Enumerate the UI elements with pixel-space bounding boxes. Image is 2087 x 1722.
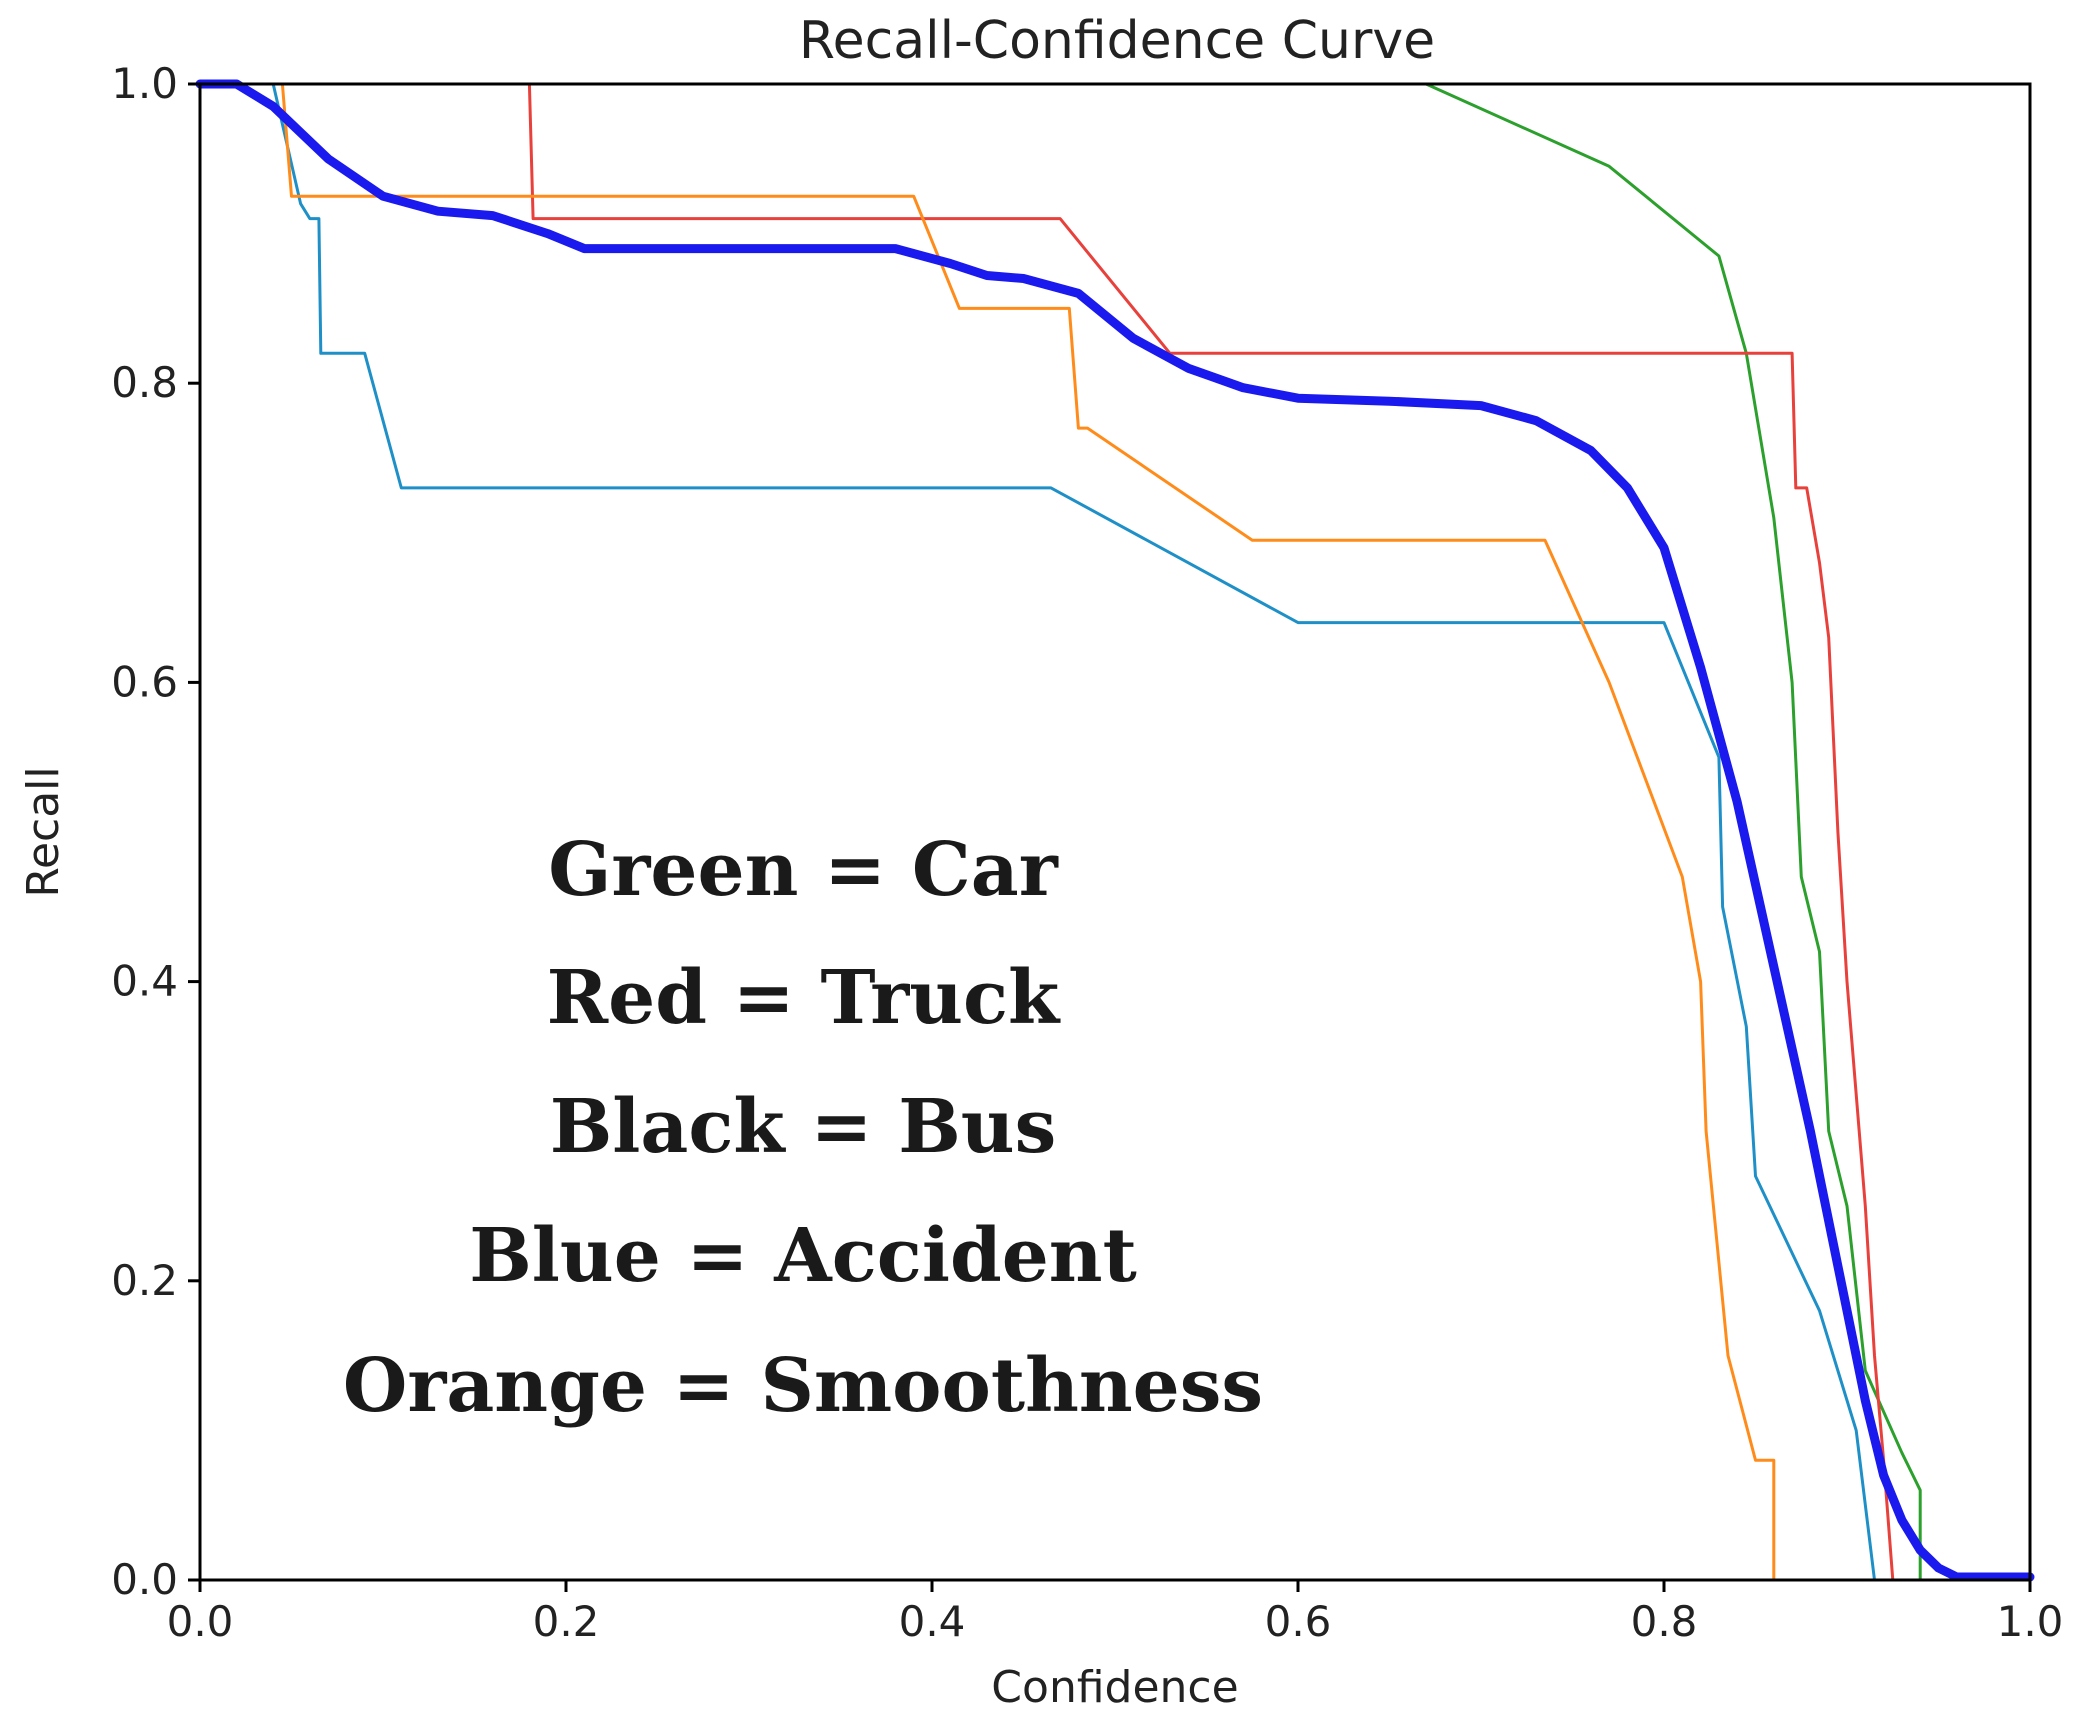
y-tick-label: 1.0 — [111, 59, 178, 108]
y-axis: 0.0 0.2 0.4 0.6 0.8 1.0 — [111, 59, 200, 1604]
y-tick-label: 0.2 — [111, 1256, 178, 1305]
y-tick-label: 0.0 — [111, 1555, 178, 1604]
series-line-bus — [195, 79, 2035, 1582]
chart-title: Recall-Confidence Curve — [799, 11, 1435, 71]
x-tick-label: 0.4 — [899, 1597, 966, 1646]
annotation-car: Green = Car — [548, 827, 1059, 913]
plot-frame — [198, 82, 2032, 1582]
x-axis-title: Confidence — [991, 1662, 1238, 1713]
x-tick-label: 0.8 — [1631, 1597, 1698, 1646]
annotation-bus: Black = Bus — [550, 1084, 1056, 1170]
annotation-truck: Red = Truck — [547, 955, 1061, 1041]
annotation-accident: Blue = Accident — [469, 1213, 1137, 1299]
y-axis-title: Recall — [18, 766, 69, 897]
series-line-smoothness — [280, 82, 1776, 1582]
annotation-smoothness: Orange = Smoothness — [343, 1343, 1263, 1429]
series-line-truck — [527, 82, 1895, 1582]
y-tick-label: 0.4 — [111, 957, 178, 1006]
plot-lines — [195, 79, 2035, 1582]
x-tick-label: 0.6 — [1265, 1597, 1332, 1646]
x-axis: 0.0 0.2 0.4 0.6 0.8 1.0 — [167, 1580, 2064, 1646]
y-tick-label: 0.8 — [111, 358, 178, 407]
y-tick-label: 0.6 — [111, 657, 178, 706]
x-tick-label: 0.0 — [167, 1597, 234, 1646]
x-tick-label: 0.2 — [533, 1597, 600, 1646]
series-line-car — [1424, 82, 1922, 1582]
legend-annotations: Green = Car Red = Truck Black = Bus Blue… — [343, 827, 1263, 1429]
series-line-accident — [271, 82, 1876, 1582]
x-tick-label: 1.0 — [1997, 1597, 2064, 1646]
